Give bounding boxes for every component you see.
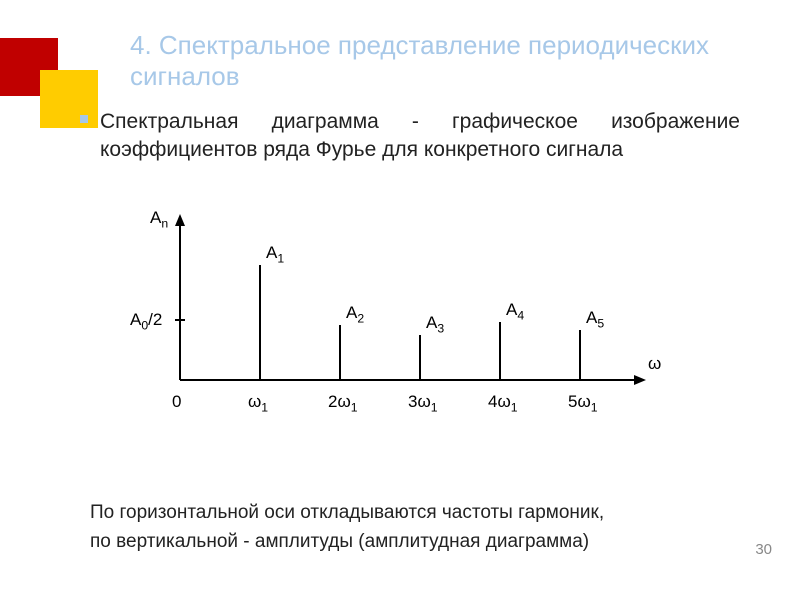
a0-half-label: A0/2: [130, 310, 162, 332]
x-axis-label: ω: [648, 354, 661, 374]
bar-label-1: A1: [266, 243, 284, 265]
bullet-icon: [80, 115, 88, 123]
x-tick-label-5: 5ω1: [568, 392, 598, 414]
decorative-yellow-square: [40, 70, 98, 128]
x-tick-label-1: ω1: [248, 392, 268, 414]
x-tick-label-3: 3ω1: [408, 392, 438, 414]
bar-label-4: A4: [506, 300, 524, 322]
bar-label-2: A2: [346, 303, 364, 325]
x-tick-label-4: 4ω1: [488, 392, 518, 414]
bar-label-3: A3: [426, 313, 444, 335]
slide-title: 4. Спектральное представление периодичес…: [130, 30, 750, 92]
footer-paragraph: По горизонтальной оси откладываются част…: [90, 498, 750, 557]
origin-label: 0: [172, 392, 181, 412]
bar-label-5: A5: [586, 308, 604, 330]
x-tick-label-2: 2ω1: [328, 392, 358, 414]
body-paragraph: Спектральная диаграмма - графическое изо…: [100, 108, 740, 165]
footer-line-1: По горизонтальной оси откладываются част…: [90, 498, 750, 527]
footer-line-2: по вертикальной - амплитуды (амплитудная…: [90, 527, 750, 556]
page-number: 30: [755, 541, 772, 558]
y-axis-label: An: [150, 208, 168, 230]
spectrum-chart: An A0/2 0 ω A1 ω1 A2 2ω1 A3 3ω1 A4 4ω1 A5 5ω1: [130, 210, 690, 430]
